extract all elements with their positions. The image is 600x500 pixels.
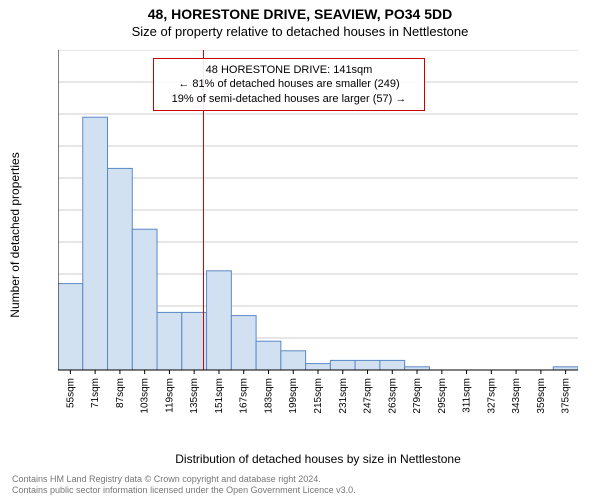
histogram-bar (330, 360, 355, 370)
x-tick-label: 55sqm (65, 378, 76, 408)
x-tick-label: 247sqm (363, 378, 374, 414)
histogram-bar (157, 312, 182, 370)
chart-title-line1: 48, HORESTONE DRIVE, SEAVIEW, PO34 5DD (0, 0, 600, 22)
x-tick-label: 119sqm (164, 378, 175, 413)
x-tick-label: 87sqm (115, 378, 126, 408)
histogram-bar (207, 271, 232, 370)
footer-line2: Contains public sector information licen… (12, 485, 356, 496)
x-tick-label: 151sqm (214, 378, 225, 414)
x-tick-label: 327sqm (486, 378, 497, 414)
histogram-bar (182, 312, 207, 370)
x-tick-label: 263sqm (387, 378, 398, 414)
x-tick-label: 199sqm (288, 378, 299, 414)
annotation-box: 48 HORESTONE DRIVE: 141sqm ← 81% of deta… (153, 58, 425, 111)
x-tick-label: 231sqm (338, 378, 349, 414)
annotation-line1: 48 HORESTONE DRIVE: 141sqm (160, 63, 418, 77)
x-tick-label: 183sqm (263, 378, 274, 414)
histogram-bar (108, 168, 133, 370)
footer-line1: Contains HM Land Registry data © Crown c… (12, 474, 356, 485)
x-axis-label: Distribution of detached houses by size … (58, 452, 578, 466)
x-tick-label: 103sqm (140, 378, 151, 414)
x-tick-label: 311sqm (462, 378, 473, 413)
figure-container: 48, HORESTONE DRIVE, SEAVIEW, PO34 5DD S… (0, 0, 600, 500)
x-tick-label: 359sqm (536, 378, 547, 414)
x-tick-label: 167sqm (239, 378, 250, 414)
x-tick-label: 135sqm (189, 378, 200, 414)
histogram-bar (83, 117, 108, 370)
histogram-bar (306, 364, 331, 370)
chart-area: 010203040506070809010055sqm71sqm87sqm103… (58, 50, 578, 420)
x-tick-label: 71sqm (90, 378, 101, 408)
histogram-bar (281, 351, 306, 370)
histogram-bar (256, 341, 281, 370)
chart-title-line2: Size of property relative to detached ho… (0, 22, 600, 39)
x-tick-label: 215sqm (313, 378, 324, 414)
histogram-bar (380, 360, 405, 370)
x-tick-label: 375sqm (561, 378, 572, 414)
y-axis-label: Number of detached properties (8, 50, 24, 420)
x-tick-label: 343sqm (511, 378, 522, 414)
histogram-bar (231, 316, 256, 370)
annotation-line3: 19% of semi-detached houses are larger (… (160, 92, 418, 106)
histogram-bar (58, 284, 83, 370)
annotation-line2: ← 81% of detached houses are smaller (24… (160, 77, 418, 91)
histogram-bar (355, 360, 380, 370)
x-tick-label: 295sqm (437, 378, 448, 414)
footer-attribution: Contains HM Land Registry data © Crown c… (12, 474, 356, 496)
x-tick-label: 279sqm (412, 378, 423, 414)
histogram-bar (132, 229, 157, 370)
